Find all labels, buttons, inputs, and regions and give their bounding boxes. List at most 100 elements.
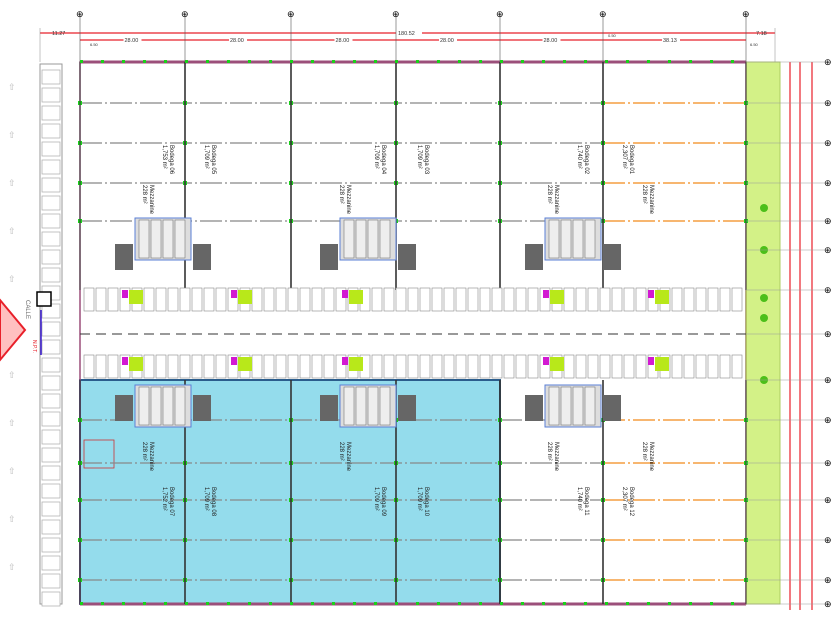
dock-door <box>215 287 227 312</box>
dock-door <box>431 287 443 312</box>
warehouse-label-top: Bodega 021,740 m² <box>576 145 589 175</box>
parking-stall <box>41 429 61 445</box>
wall-node <box>269 602 272 605</box>
dock-door <box>383 287 395 312</box>
wall-node <box>80 602 83 605</box>
dock-door <box>395 354 407 379</box>
warehouse-name: Bodega 08 <box>210 487 216 517</box>
wall-node <box>605 60 608 63</box>
dock-door <box>431 354 443 379</box>
warehouse-name: Bodega 05 <box>210 145 216 175</box>
warehouse-area: 2,307 m² <box>621 145 627 169</box>
wall-node <box>353 60 356 63</box>
dock-leveler <box>349 357 363 371</box>
warehouse-name: Mezzanine <box>648 442 654 472</box>
wall-node <box>164 60 167 63</box>
warehouse-label-bottom: Bodega 081,709 m² <box>203 487 216 517</box>
dim-last-bay-text: 38.13 <box>663 38 677 44</box>
warehouse-area: 2,307 m² <box>621 487 627 511</box>
dock-door <box>263 354 275 379</box>
gridlines: ⊕ ⊕ ⊕ ⊕ ⊕ ⊕ ⊕ <box>76 9 750 605</box>
parking-stall <box>41 483 61 499</box>
warehouse-name: Bodega 11 <box>583 487 589 516</box>
wall-node <box>206 602 209 605</box>
dim-bay-text: 28.00 <box>230 38 244 44</box>
dock-leveler <box>655 357 669 371</box>
office-module <box>379 386 391 426</box>
dock-door <box>143 287 155 312</box>
warehouse-area: 1,709 m² <box>416 145 422 169</box>
warehouse-name: Mezzanine <box>648 185 654 215</box>
wall-node <box>542 602 545 605</box>
arrow-icon: ⇧ <box>8 370 16 380</box>
dock-door <box>299 354 311 379</box>
wall-node <box>290 60 293 63</box>
dock-door <box>155 287 167 312</box>
dock-door <box>251 354 263 379</box>
warehouse-area: 1,709 m² <box>203 487 209 511</box>
tree <box>760 204 768 212</box>
dock-leveler <box>349 290 363 304</box>
warehouse-label-bottom: Bodega 111,740 m² <box>576 487 589 516</box>
dock-leveler <box>129 290 143 304</box>
office-module <box>355 386 367 426</box>
office-module <box>560 219 572 259</box>
arrow-icon: ⇧ <box>8 178 16 188</box>
dock-door <box>635 287 647 312</box>
restroom-block <box>115 395 133 421</box>
restroom-block <box>398 244 416 270</box>
warehouse-name: Bodega 03 <box>423 145 429 175</box>
dock-door <box>707 354 719 379</box>
dock-door <box>683 354 695 379</box>
dock-door <box>599 354 611 379</box>
wall-node <box>206 60 209 63</box>
dock-door <box>311 287 323 312</box>
dim-bg <box>542 37 561 43</box>
warehouse-label-bottom: Bodega 101,709 m² <box>416 487 429 517</box>
axis-bubble-icon: ⊕ <box>824 599 832 609</box>
dock-door <box>203 287 215 312</box>
wall-node <box>80 60 83 63</box>
parking-stall <box>41 591 61 607</box>
mezzanine-label: Mezzanine228 m² <box>141 442 154 472</box>
dock-marker <box>231 290 237 298</box>
office-module <box>584 386 596 426</box>
dock-marker <box>543 357 549 365</box>
dock-door <box>383 354 395 379</box>
axis-bubble-icon: ⊕ <box>824 415 832 425</box>
dim-bg <box>123 37 142 43</box>
warehouse-area: 228 m² <box>641 185 647 204</box>
wall-node <box>101 60 104 63</box>
tree <box>760 294 768 302</box>
axis-bubble-icon: ⊕ <box>824 57 832 67</box>
dock-door <box>467 354 479 379</box>
parking-stall <box>41 339 61 355</box>
warehouse-area: 228 m² <box>546 442 552 461</box>
wall-node <box>458 60 461 63</box>
axis-bubble-icon: ⊕ <box>181 9 189 19</box>
restroom-block <box>193 395 211 421</box>
axis-bubble-icon: ⊕ <box>76 9 84 19</box>
wall-node <box>374 602 377 605</box>
dock-door <box>203 354 215 379</box>
dock-door <box>563 354 575 379</box>
dock-door <box>635 354 647 379</box>
parking-stall <box>41 141 61 157</box>
dim-total-text: 180.52 <box>398 31 415 37</box>
street-label: CALLE <box>24 300 30 319</box>
dock-door <box>611 287 623 312</box>
parking-stall <box>41 447 61 463</box>
warehouse-label-top: Bodega 061,753 m² <box>161 145 174 175</box>
wall-node <box>416 602 419 605</box>
office-module <box>367 219 379 259</box>
dock-door <box>251 287 263 312</box>
dock-door <box>167 354 179 379</box>
dock-door <box>215 354 227 379</box>
parking-stall <box>41 375 61 391</box>
warehouse-name: Mezzanine <box>345 442 351 472</box>
green-area <box>745 61 781 605</box>
dock-door <box>107 287 119 312</box>
axis-bubble-icon: ⊕ <box>287 9 295 19</box>
wall-node <box>332 60 335 63</box>
wall-node <box>395 602 398 605</box>
